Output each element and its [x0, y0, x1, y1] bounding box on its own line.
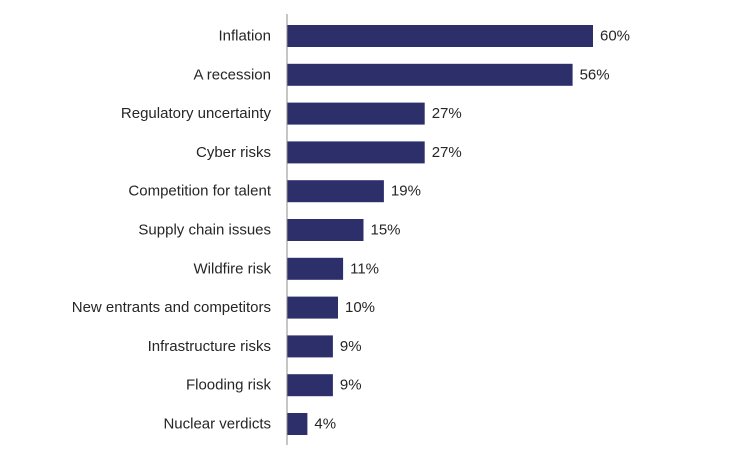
data-label: 60% [600, 28, 630, 45]
category-label: Competition for talent [128, 183, 271, 200]
category-labels-group: Inflation A recession Regulatory uncertain… [72, 28, 272, 433]
bar [287, 219, 364, 241]
category-label: New entrants and competitors [72, 299, 271, 316]
bar [287, 63, 573, 86]
bar [287, 257, 344, 280]
bar [287, 180, 384, 203]
category-label: Infrastructure risks [148, 338, 271, 355]
bars-group [287, 25, 593, 435]
data-label: 9% [340, 377, 362, 394]
bar [287, 413, 308, 435]
data-label: 19% [391, 183, 421, 200]
bar [287, 25, 593, 47]
bar [287, 374, 333, 397]
category-label: Inflation [218, 28, 271, 45]
bar [287, 296, 338, 319]
data-label: 4% [314, 416, 336, 433]
category-label: Supply chain issues [138, 222, 271, 239]
category-label: A recession [193, 66, 271, 83]
bar [287, 102, 425, 125]
data-label: 27% [432, 105, 462, 122]
category-label: Cyber risks [196, 144, 271, 161]
bar [287, 141, 425, 164]
data-label: 56% [580, 66, 610, 83]
category-label: Wildfire risk [194, 260, 272, 277]
data-label: 27% [432, 144, 462, 161]
data-label: 11% [350, 260, 379, 277]
category-label: Regulatory uncertainty [121, 105, 272, 122]
category-label: Nuclear verdicts [163, 416, 271, 433]
bar [287, 335, 333, 358]
data-label: 15% [371, 222, 401, 239]
data-label: 9% [340, 338, 362, 355]
category-label: Flooding risk [186, 377, 272, 394]
value-labels-group: 60% 56% 27% 27% 19% 15% 11% 10% 9% 9% 4% [314, 28, 630, 433]
data-label: 10% [345, 299, 375, 316]
